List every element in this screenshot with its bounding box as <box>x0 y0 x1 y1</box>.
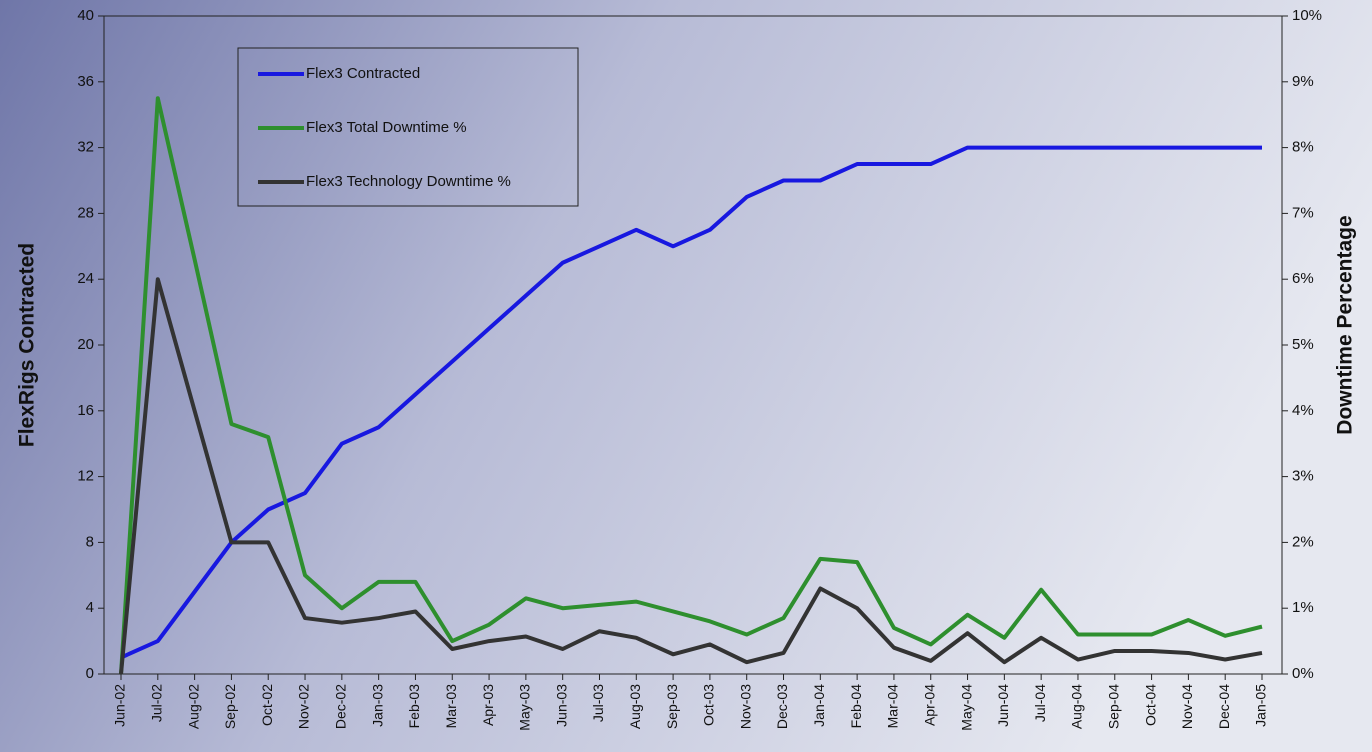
x-tick-label: Jul-02 <box>149 684 165 722</box>
x-tick-label: Oct-03 <box>701 684 717 726</box>
x-tick-label: Nov-02 <box>296 684 312 729</box>
x-tick-label: Aug-03 <box>627 684 643 729</box>
x-tick-label: Oct-04 <box>1142 684 1158 726</box>
y-tick-label: 40 <box>77 7 94 24</box>
y2-tick-label: 3% <box>1292 468 1314 485</box>
x-tick-label: Aug-02 <box>185 684 201 729</box>
x-tick-label: Aug-04 <box>1069 684 1085 729</box>
y2-axis-title: Downtime Percentage <box>1334 215 1357 434</box>
x-tick-label: Jun-03 <box>553 684 569 727</box>
y2-tick-label: 1% <box>1292 599 1314 616</box>
x-tick-label: Apr-03 <box>480 684 496 726</box>
y2-tick-label: 0% <box>1292 665 1314 682</box>
y-tick-label: 36 <box>77 73 94 90</box>
x-tick-label: Oct-02 <box>259 684 275 726</box>
x-tick-label: Jan-04 <box>811 684 827 727</box>
y2-tick-label: 8% <box>1292 139 1314 156</box>
y2-tick-label: 9% <box>1292 73 1314 90</box>
x-tick-label: Dec-03 <box>774 684 790 729</box>
y-tick-label: 4 <box>86 599 94 616</box>
y2-tick-label: 4% <box>1292 402 1314 419</box>
series-line <box>120 145 1262 660</box>
x-tick-label: Dec-04 <box>1216 684 1232 729</box>
legend-label: Flex3 Total Downtime % <box>306 119 467 136</box>
x-tick-label: Jan-03 <box>369 684 385 727</box>
x-tick-label: Jul-03 <box>590 684 606 722</box>
x-tick-label: Jun-04 <box>995 684 1011 727</box>
x-tick-label: May-03 <box>517 684 533 731</box>
x-tick-label: Nov-03 <box>737 684 753 729</box>
y-tick-label: 16 <box>77 402 94 419</box>
y2-tick-label: 10% <box>1292 7 1322 24</box>
y-tick-label: 8 <box>86 533 94 550</box>
x-tick-label: Sep-02 <box>222 684 238 729</box>
x-tick-label: Apr-04 <box>921 684 937 726</box>
legend-box <box>237 47 579 207</box>
legend-label: Flex3 Contracted <box>306 65 420 82</box>
y2-tick-label: 7% <box>1292 204 1314 221</box>
y-tick-label: 28 <box>77 204 94 221</box>
x-tick-label: Jun-02 <box>112 684 128 727</box>
x-tick-label: Nov-04 <box>1179 684 1195 729</box>
x-tick-label: Sep-03 <box>664 684 680 729</box>
y-tick-label: 24 <box>77 270 94 287</box>
y2-tick-label: 6% <box>1292 270 1314 287</box>
legend-label: Flex3 Technology Downtime % <box>306 173 511 190</box>
x-tick-label: Mar-04 <box>885 684 901 729</box>
x-tick-label: May-04 <box>958 684 974 731</box>
x-tick-label: Feb-04 <box>848 684 864 729</box>
series-line <box>119 277 1263 675</box>
x-tick-label: Jan-05 <box>1253 684 1269 727</box>
y2-tick-label: 5% <box>1292 336 1314 353</box>
y-axis-title: FlexRigs Contracted <box>16 243 39 447</box>
x-tick-label: Feb-03 <box>406 684 422 729</box>
y-tick-label: 0 <box>86 665 94 682</box>
x-tick-label: Sep-04 <box>1105 684 1121 729</box>
x-tick-label: Jul-04 <box>1032 684 1048 722</box>
y-tick-label: 12 <box>77 468 94 485</box>
x-tick-label: Dec-02 <box>333 684 349 729</box>
x-tick-label: Mar-03 <box>443 684 459 729</box>
y-tick-label: 20 <box>77 336 94 353</box>
y2-tick-label: 2% <box>1292 533 1314 550</box>
series-line <box>119 96 1263 675</box>
y-tick-label: 32 <box>77 139 94 156</box>
